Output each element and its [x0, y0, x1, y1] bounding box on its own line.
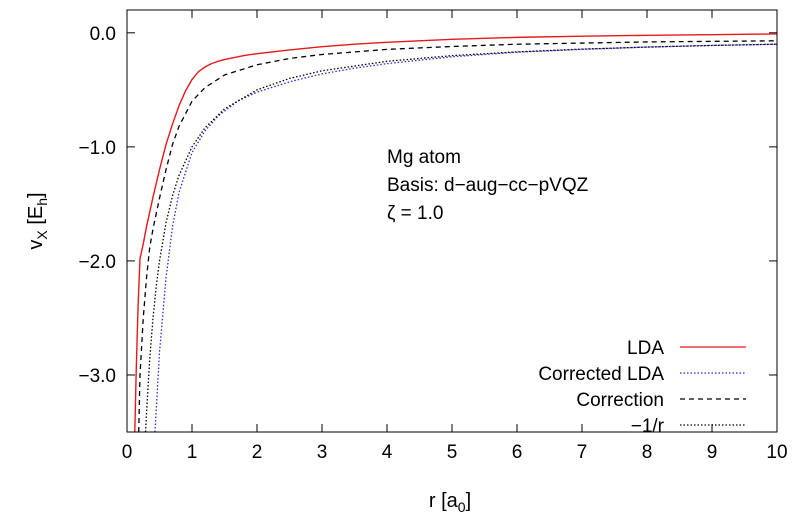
annotation-basis: Basis: d−aug−cc−pVQZ — [387, 175, 589, 196]
series-line-correction — [138, 40, 777, 432]
series-line-corrected-lda — [154, 43, 777, 432]
legend: LDA Corrected LDA Correction −1/r — [538, 338, 746, 437]
y-tick-label: −2.0 — [78, 252, 116, 273]
x-axis-title: r [a0] — [429, 490, 471, 515]
y-axis-title: vX [Eh] — [25, 192, 50, 249]
legend-label: Correction — [576, 390, 664, 411]
legend-label: −1/r — [631, 416, 665, 437]
tick-labels: 0 1 2 3 4 5 6 7 8 9 10 0.0 −1.0 −2.0 −3.0 — [78, 24, 787, 463]
series-lines — [134, 33, 777, 432]
ticks — [126, 10, 778, 432]
x-tick-label: 8 — [642, 442, 653, 463]
annotation-atom: Mg atom — [387, 147, 461, 168]
y-tick-label: −3.0 — [78, 366, 116, 387]
x-tick-label: 9 — [707, 442, 718, 463]
x-tick-label: 2 — [252, 442, 263, 463]
x-tick-label: 1 — [187, 442, 198, 463]
series-line--1-r — [144, 43, 777, 432]
annotation-zeta: ζ = 1.0 — [387, 203, 443, 224]
x-tick-label: 3 — [317, 442, 328, 463]
x-tick-label: 10 — [766, 442, 787, 463]
legend-label: Corrected LDA — [538, 364, 664, 385]
x-tick-label: 4 — [382, 442, 393, 463]
plot-frame — [126, 9, 778, 433]
x-tick-label: 6 — [512, 442, 523, 463]
x-tick-label: 0 — [122, 442, 133, 463]
x-tick-label: 7 — [577, 442, 588, 463]
x-tick-label: 5 — [447, 442, 458, 463]
series-line-lda — [134, 33, 777, 432]
legend-label: LDA — [627, 338, 664, 359]
y-tick-label: −1.0 — [78, 138, 116, 159]
y-tick-label: 0.0 — [90, 24, 116, 45]
